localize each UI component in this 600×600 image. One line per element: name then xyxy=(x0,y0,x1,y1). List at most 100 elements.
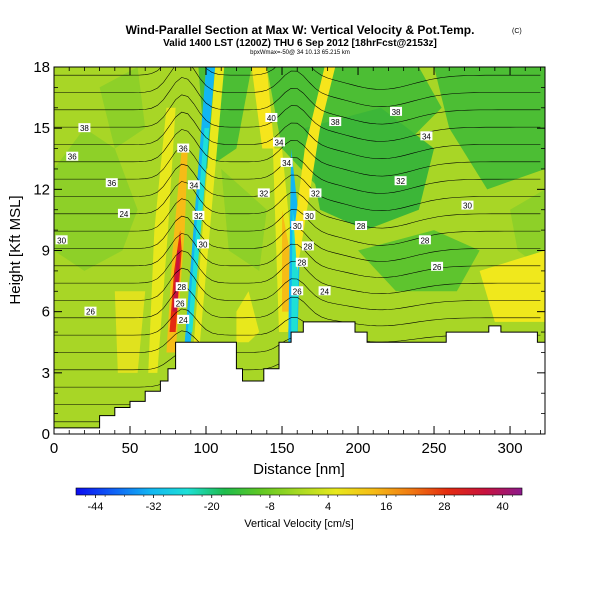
contour-label: 36 xyxy=(177,143,190,154)
contour-label-text: 28 xyxy=(420,236,429,245)
contour-label: 36 xyxy=(66,151,79,162)
contour-label-text: 32 xyxy=(194,212,203,221)
colorbar-bar xyxy=(75,487,523,496)
field-patch xyxy=(221,168,267,271)
field-band xyxy=(479,250,545,322)
contour-label-bg xyxy=(187,180,200,190)
field-patch xyxy=(304,107,435,231)
x-tick-label: 150 xyxy=(270,440,295,457)
field-band xyxy=(294,67,336,271)
contour-label-bg xyxy=(55,235,68,245)
contour-label: 30 xyxy=(303,210,316,221)
contour-label-text: 24 xyxy=(179,316,188,325)
contour-label-text: 24 xyxy=(119,210,128,219)
theta-contour-line xyxy=(54,163,541,211)
field-band xyxy=(236,291,260,343)
field-patch xyxy=(54,128,138,271)
colorbar-tick-label: 40 xyxy=(496,501,508,513)
contour-label-text: 32 xyxy=(311,189,320,198)
contour-label-text: 26 xyxy=(293,287,302,296)
contour-label: 24 xyxy=(318,286,331,296)
theta-contour-line xyxy=(54,77,541,125)
contour-label-bg xyxy=(177,143,190,153)
contour-label: 34 xyxy=(187,180,200,190)
y-tick-label: 3 xyxy=(42,365,50,382)
chart-subtitle: Valid 1400 LST (1200Z) THU 6 Sep 2012 [1… xyxy=(163,38,437,49)
copyright-mark: (C) xyxy=(512,28,522,35)
theta-contour-line xyxy=(54,198,541,246)
contour-label-text: 30 xyxy=(305,212,314,221)
contour-label-bg xyxy=(355,221,368,231)
contour-label: 30 xyxy=(461,200,474,211)
field-band xyxy=(172,250,181,312)
y-tick-label: 18 xyxy=(33,59,50,76)
colorbar-tick-label: -8 xyxy=(265,501,275,513)
theta-contour-line xyxy=(54,267,541,311)
contour-label-bg xyxy=(280,157,293,167)
field-patch xyxy=(99,67,146,149)
contour-label: 24 xyxy=(177,314,190,325)
contour-label-text: 28 xyxy=(297,259,306,268)
contour-label-bg xyxy=(291,286,304,296)
contour-label-text: 28 xyxy=(177,283,186,292)
colorbar-tick-label: -32 xyxy=(146,501,162,513)
x-tick-label: 0 xyxy=(50,440,58,457)
colorbar-tick-label: 4 xyxy=(325,501,331,513)
theta-contour-line xyxy=(54,67,541,107)
contour-label-bg xyxy=(420,131,433,141)
contour-label: 40 xyxy=(265,112,278,123)
contour-label-bg xyxy=(196,239,209,249)
chart-title: Wind-Parallel Section at Max W: Vertical… xyxy=(126,23,475,37)
contour-label: 30 xyxy=(55,235,68,245)
contour-label-text: 36 xyxy=(179,145,188,154)
plot-area: 40 38 36 34 32 30 28 26 24 36 36 34 32 30 28 38 38 34 32 30… xyxy=(54,67,545,434)
contour-label-bg xyxy=(309,188,322,198)
field-patch xyxy=(434,67,545,190)
y-tick-label: 15 xyxy=(33,120,50,137)
contour-label-text: 40 xyxy=(267,114,276,123)
colorbar: -44 -32 -20 -8 4 16 28 40 xyxy=(75,487,523,513)
contour-label-text: 26 xyxy=(86,308,95,317)
contour-label-text: 30 xyxy=(293,222,302,231)
contour-label-bg xyxy=(265,112,278,122)
contour-label-bg xyxy=(174,298,187,308)
contour-label-text: 26 xyxy=(176,300,185,309)
contour-label-text: 34 xyxy=(422,132,431,141)
contour-label-text: 26 xyxy=(433,263,442,272)
contour-label-bg xyxy=(78,123,91,133)
y-tick-label: 0 xyxy=(42,426,50,443)
contour-label: 38 xyxy=(329,117,342,127)
contour-label-text: 32 xyxy=(259,189,268,198)
contour-label-bg xyxy=(431,261,444,271)
contour-label-bg xyxy=(175,282,188,292)
contour-label-text: 36 xyxy=(107,179,116,188)
contour-label: 30 xyxy=(291,221,304,231)
x-tick-label: 100 xyxy=(193,440,218,457)
theta-contour-line xyxy=(54,129,541,177)
field-band xyxy=(187,128,210,333)
contour-label-bg xyxy=(329,117,342,127)
contour-label: 38 xyxy=(390,106,403,117)
contour-label-bg xyxy=(418,235,431,245)
colorbar-tick-label: -20 xyxy=(204,501,220,513)
y-tick-label: 12 xyxy=(33,181,50,198)
contour-label-bg xyxy=(301,241,314,251)
x-tick-label: 250 xyxy=(422,440,447,457)
contour-label: 24 xyxy=(117,208,130,219)
y-tick-label: 9 xyxy=(42,243,50,260)
contour-label-text: 38 xyxy=(331,118,340,127)
contour-label-bg xyxy=(84,306,97,316)
contour-label-text: 34 xyxy=(189,181,198,190)
contour-label: 38 xyxy=(78,123,91,133)
contour-label-text: 38 xyxy=(80,124,89,133)
contour-label: 32 xyxy=(192,210,205,221)
contour-label-bg xyxy=(390,106,403,116)
contour-label-bg xyxy=(461,200,474,210)
field-band xyxy=(148,107,176,373)
theta-contour-line xyxy=(54,286,541,327)
contour-label-text: 30 xyxy=(57,236,66,245)
contour-label: 26 xyxy=(174,298,187,309)
contour-label: 32 xyxy=(309,188,322,198)
contour-label-bg xyxy=(66,151,79,161)
